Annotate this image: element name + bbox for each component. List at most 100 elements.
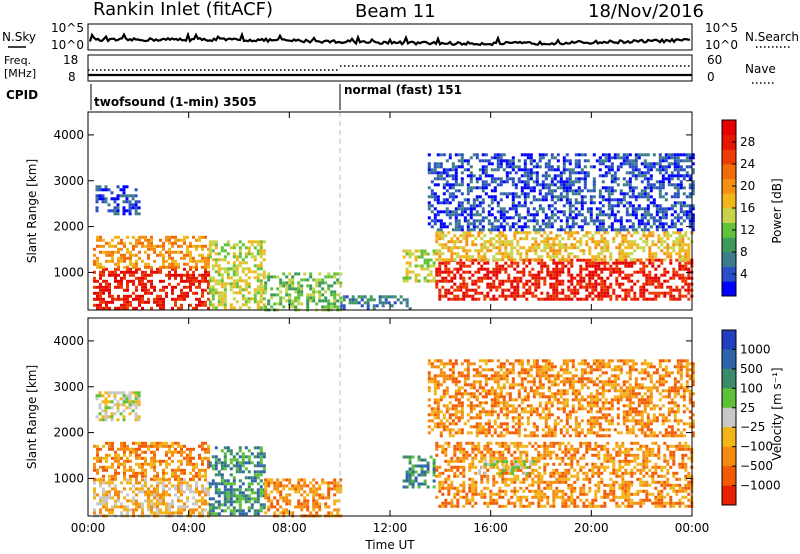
velocity-cell: [135, 441, 138, 445]
power-cell: [516, 282, 520, 286]
power-cell: [583, 177, 587, 181]
velocity-cell: [110, 418, 114, 422]
power-cell: [673, 162, 677, 166]
power-cell: [504, 249, 508, 253]
velocity-cell: [177, 487, 180, 491]
power-cell: [445, 159, 449, 163]
power-cell: [453, 282, 457, 286]
power-cell: [691, 207, 695, 211]
power-cell: [588, 294, 592, 298]
power-cell: [486, 267, 490, 271]
power-cell: [654, 276, 658, 280]
power-cell: [565, 225, 569, 229]
power-cell: [433, 171, 437, 175]
power-cell: [129, 262, 132, 266]
velocity-cell: [336, 481, 340, 485]
power-cell: [472, 228, 476, 232]
power-cell: [558, 261, 562, 265]
power-cell: [315, 284, 319, 288]
velocity-cell: [477, 441, 481, 445]
velocity-cell: [134, 412, 138, 416]
velocity-cell: [444, 504, 448, 508]
power-cell: [481, 180, 485, 184]
velocity-cell: [405, 479, 409, 483]
power-cell: [433, 207, 437, 211]
power-cell: [235, 291, 239, 295]
power-cell: [96, 303, 99, 307]
power-cell: [438, 237, 442, 241]
velocity-cell: [168, 508, 171, 512]
velocity-cell: [105, 481, 108, 485]
power-cell: [580, 189, 584, 193]
power-cell: [613, 216, 617, 220]
velocity-cell: [114, 487, 117, 491]
velocity-cell: [117, 471, 120, 475]
power-cell: [567, 237, 571, 241]
power-cell: [628, 204, 632, 208]
power-cell: [436, 165, 440, 169]
velocity-cell: [220, 509, 224, 513]
power-cell: [520, 225, 524, 229]
nsky-label: N.Sky: [2, 30, 36, 44]
power-cell: [471, 243, 475, 247]
power-cell: [291, 281, 295, 285]
power-cell: [681, 246, 685, 250]
power-cell: [546, 246, 550, 250]
velocity-cell: [300, 502, 304, 506]
power-cell: [433, 183, 437, 187]
velocity-cell: [327, 493, 331, 497]
power-cell: [637, 225, 641, 229]
power-cell: [214, 243, 218, 247]
power-cell: [510, 264, 514, 268]
power-cell: [612, 237, 616, 241]
power-cell: [156, 244, 159, 248]
velocity-cell: [102, 456, 105, 460]
velocity-cell: [201, 502, 204, 506]
power-cell: [576, 273, 580, 277]
velocity-cell: [174, 441, 177, 445]
power-cell: [456, 240, 460, 244]
power-cell: [622, 162, 626, 166]
power-cell: [463, 216, 467, 220]
velocity-cell: [438, 486, 442, 490]
velocity-cell: [267, 505, 271, 509]
power-cell: [438, 231, 442, 235]
velocity-cell: [229, 488, 233, 492]
power-cell: [682, 192, 686, 196]
velocity-data: [93, 359, 695, 518]
velocity-cell: [105, 502, 108, 506]
power-cell: [354, 301, 358, 305]
power-cell: [214, 264, 218, 268]
power-cell: [594, 273, 598, 277]
power-cell: [174, 241, 177, 245]
power-cell: [504, 240, 508, 244]
power-cell: [492, 270, 496, 274]
velocity-cell: [119, 412, 123, 416]
power-cell: [570, 279, 574, 283]
velocity-cell: [471, 465, 475, 469]
velocity-cell: [208, 464, 212, 468]
power-cell: [256, 291, 260, 295]
power-cell: [606, 246, 610, 250]
power-cell: [147, 241, 150, 245]
power-cell: [658, 219, 662, 223]
power-cell: [159, 270, 162, 274]
velocity-cell: [108, 484, 111, 488]
power-cell: [144, 235, 147, 239]
power-cell: [441, 270, 445, 274]
power-cell: [676, 159, 680, 163]
power-cell: [417, 264, 421, 268]
power-cell: [666, 279, 670, 283]
power-cell: [603, 291, 607, 295]
power-cell: [592, 177, 596, 181]
power-cell: [453, 258, 457, 262]
power-cell: [144, 244, 147, 248]
velocity-cell: [147, 462, 150, 466]
power-cell: [675, 285, 679, 289]
power-cell: [129, 273, 132, 277]
power-cell: [132, 291, 135, 295]
power-cell: [537, 279, 541, 283]
power-cell: [531, 282, 535, 286]
power-cell: [522, 246, 526, 250]
velocity-cell: [486, 450, 490, 454]
